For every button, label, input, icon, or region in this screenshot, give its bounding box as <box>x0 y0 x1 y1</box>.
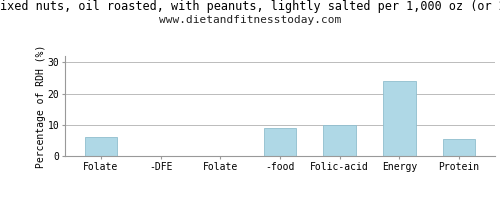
Y-axis label: Percentage of RDH (%): Percentage of RDH (%) <box>36 44 46 168</box>
Bar <box>84 137 117 156</box>
Text: www.dietandfitnesstoday.com: www.dietandfitnesstoday.com <box>159 15 341 25</box>
Bar <box>324 125 356 156</box>
Bar <box>383 81 416 156</box>
Bar <box>442 139 476 156</box>
Bar <box>264 128 296 156</box>
Text: ixed nuts, oil roasted, with peanuts, lightly salted per 1,000 oz (or 2: ixed nuts, oil roasted, with peanuts, li… <box>0 0 500 13</box>
